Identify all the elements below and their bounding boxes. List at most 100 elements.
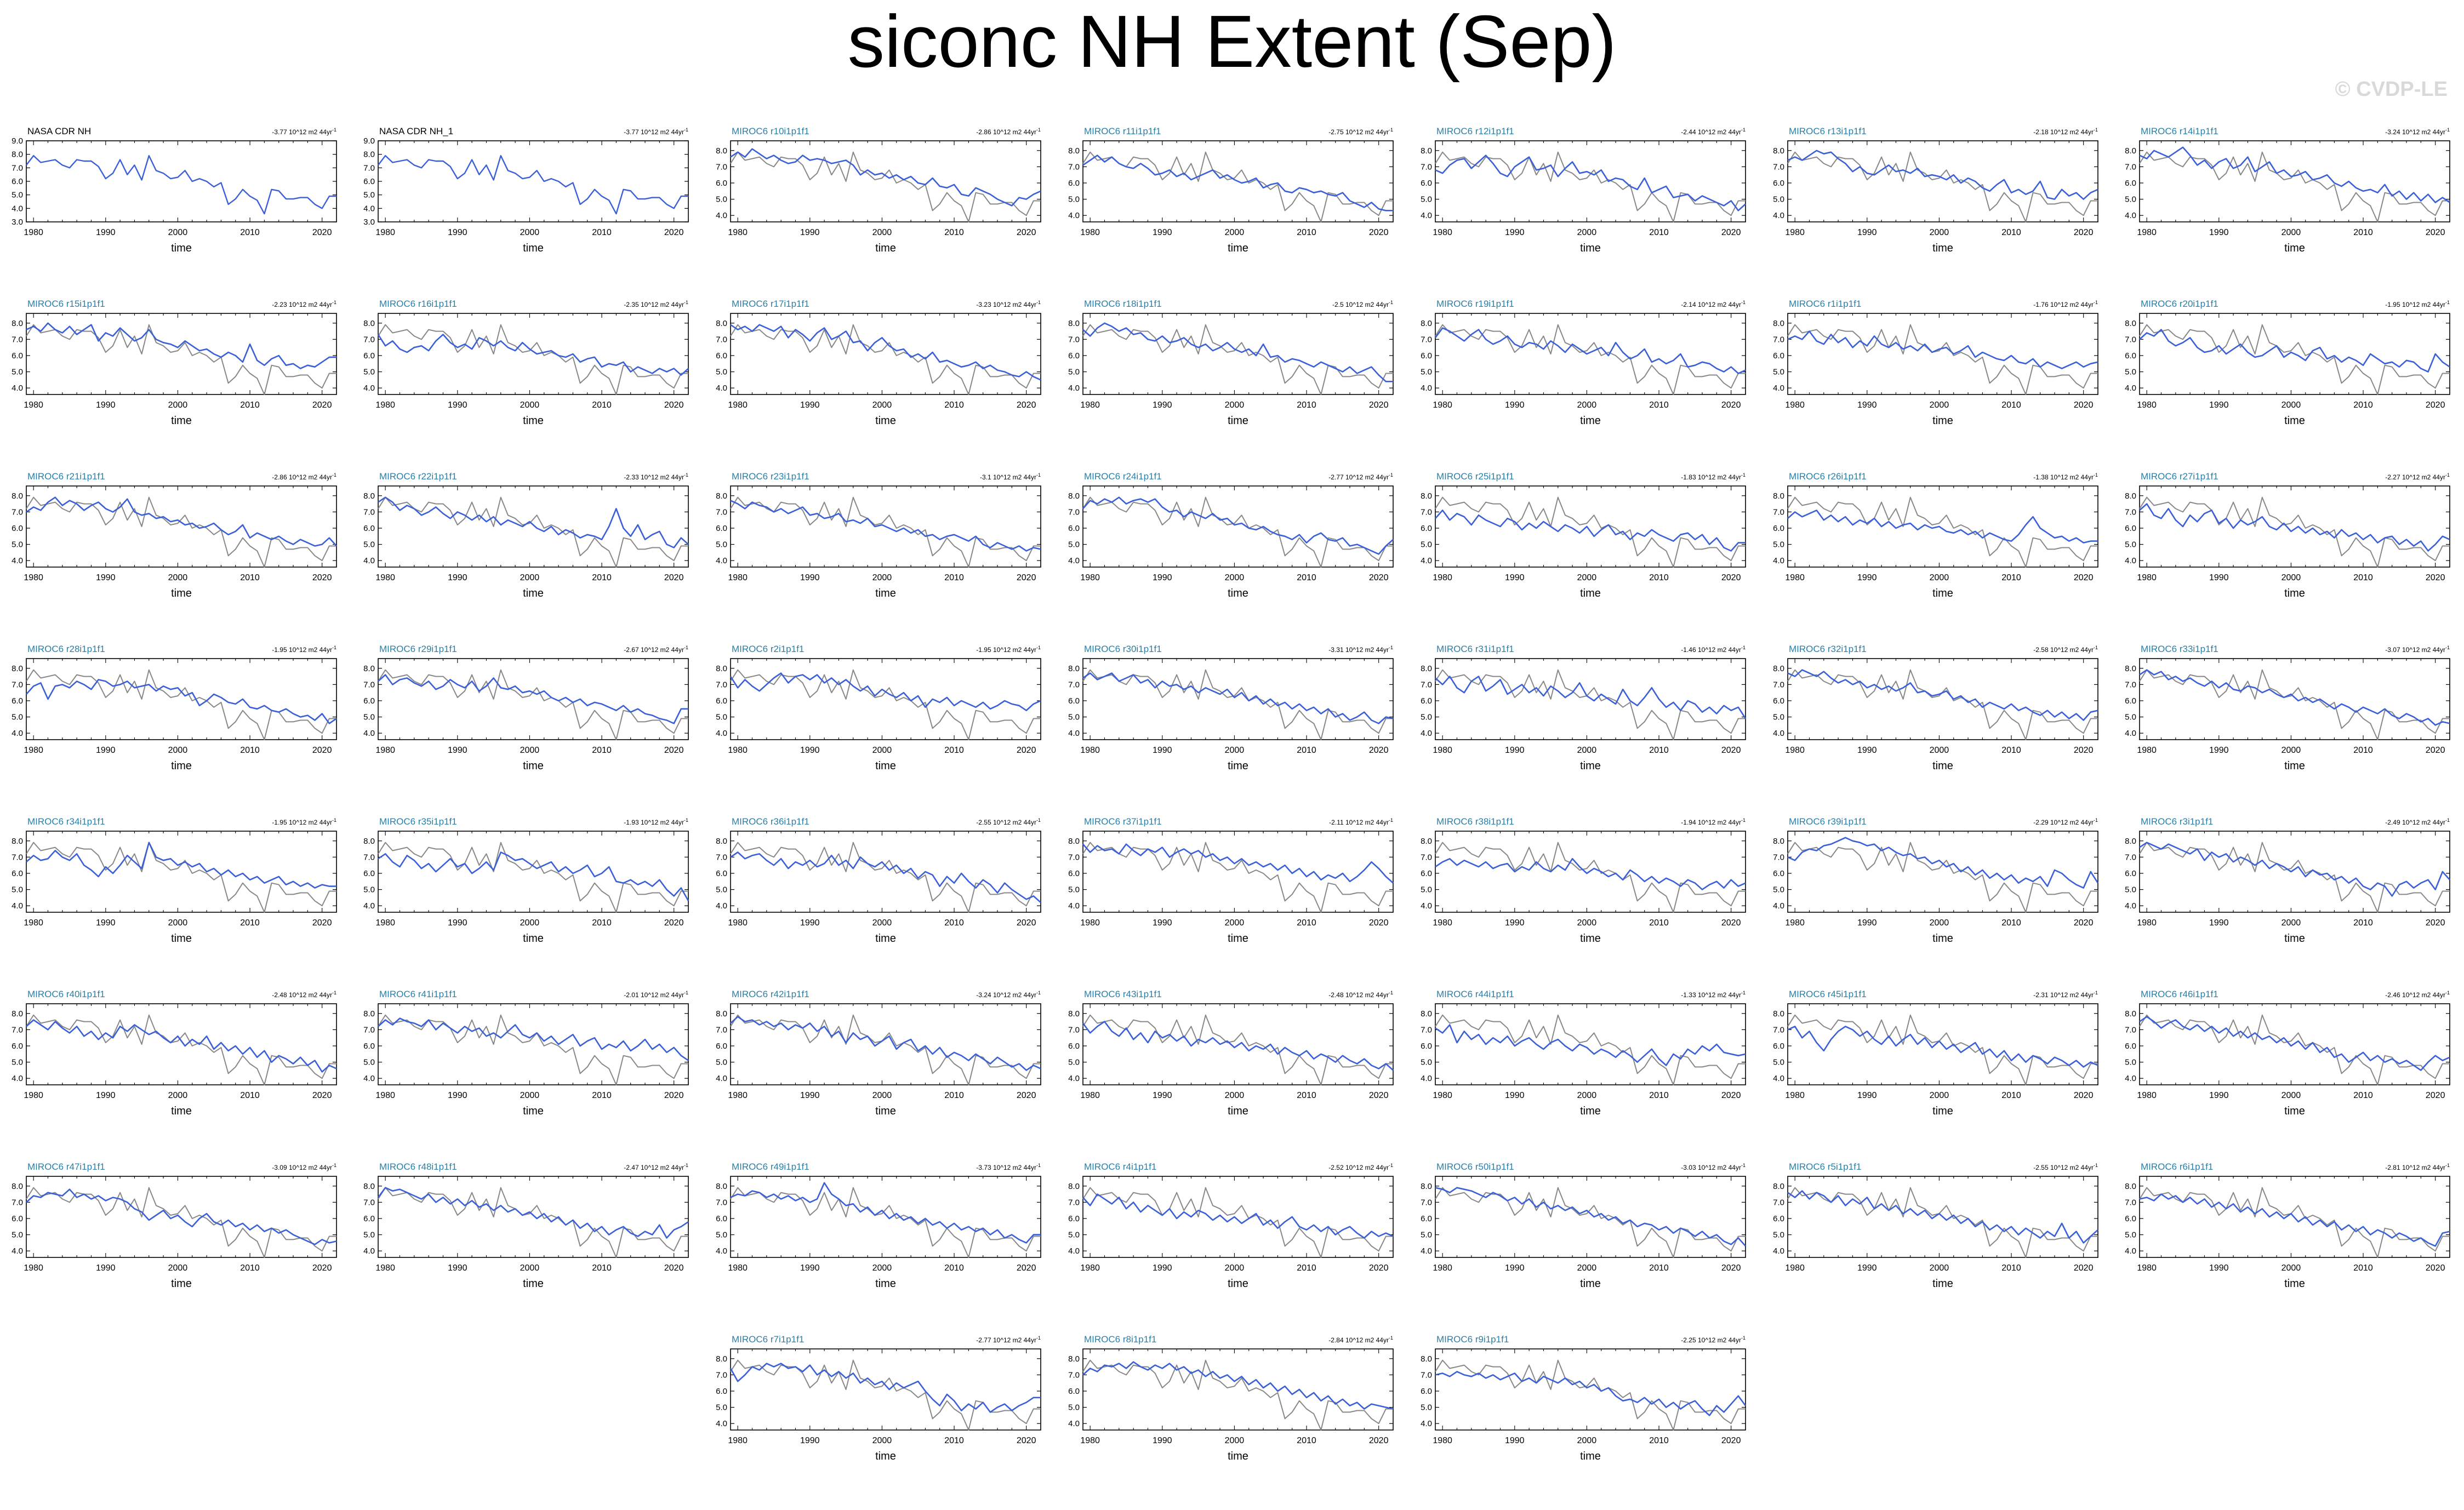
y-tick-label: 8.0 xyxy=(716,1182,727,1191)
y-tick-label: 8.0 xyxy=(2125,491,2136,501)
model-line xyxy=(378,496,689,548)
panel-trend: -3.31 10^12 m2 44yr-1 xyxy=(1328,645,1393,654)
panel: MIROC6 r19i1p1f1 -2.14 10^12 m2 44yr-1 4.0… xyxy=(1421,299,1746,427)
x-tick-label: 1990 xyxy=(96,918,116,928)
panel-title: MIROC6 r33i1p1f1 xyxy=(2141,644,2218,654)
x-axis-label: time xyxy=(2284,415,2305,427)
y-tick-label: 4.0 xyxy=(716,211,727,220)
x-tick-label: 1990 xyxy=(96,401,116,410)
x-tick-label: 2010 xyxy=(1649,228,1669,237)
panel-title: MIROC6 r1i1p1f1 xyxy=(1789,299,1861,309)
x-tick-label: 2020 xyxy=(1369,746,1389,755)
x-tick-label: 1990 xyxy=(448,573,467,582)
x-tick-label: 2000 xyxy=(872,918,892,928)
x-tick-label: 1990 xyxy=(448,918,467,928)
x-tick-label: 1990 xyxy=(1857,746,1877,755)
x-tick-label: 1990 xyxy=(1153,228,1172,237)
y-tick-label: 4.0 xyxy=(1068,211,1080,220)
y-tick-label: 7.0 xyxy=(1421,507,1432,517)
x-tick-label: 2010 xyxy=(1649,1436,1669,1445)
model-line xyxy=(26,679,337,724)
y-tick-label: 4.0 xyxy=(716,901,727,911)
y-tick-label: 8.0 xyxy=(1068,146,1080,156)
y-tick-label: 6.0 xyxy=(1068,351,1080,361)
x-tick-label: 2020 xyxy=(2426,746,2445,755)
x-tick-label: 1980 xyxy=(24,1091,43,1100)
x-axis-label: time xyxy=(1932,760,1953,772)
y-tick-label: 4.0 xyxy=(2125,556,2136,565)
y-tick-label: 6.0 xyxy=(716,179,727,188)
x-tick-label: 2000 xyxy=(1225,401,1245,410)
y-tick-label: 4.0 xyxy=(1421,556,1432,565)
y-tick-label: 5.0 xyxy=(716,713,727,722)
panel-frame xyxy=(1082,313,1394,395)
x-tick-label: 1990 xyxy=(2209,746,2229,755)
x-tick-label: 2020 xyxy=(1721,1436,1741,1445)
panel-trend: -2.55 10^12 m2 44yr-1 xyxy=(976,817,1041,826)
y-tick-label: 5.0 xyxy=(2125,368,2136,377)
panel-frame xyxy=(730,1176,1041,1258)
y-tick-label: 8.0 xyxy=(12,1182,23,1191)
x-axis-label: time xyxy=(171,242,192,254)
panel-trend: -2.52 10^12 m2 44yr-1 xyxy=(1328,1163,1393,1171)
panel: MIROC6 r48i1p1f1 -2.47 10^12 m2 44yr-1 4.0… xyxy=(363,1162,689,1290)
x-tick-label: 1980 xyxy=(2137,401,2157,410)
y-tick-label: 8.0 xyxy=(1421,491,1432,501)
x-tick-label: 2000 xyxy=(1577,573,1597,582)
x-tick-label: 2020 xyxy=(1721,573,1741,582)
model-line xyxy=(730,324,1041,381)
x-tick-label: 1980 xyxy=(24,573,43,582)
y-tick-label: 4.0 xyxy=(2125,1074,2136,1083)
y-tick-label: 4.0 xyxy=(2125,729,2136,738)
y-tick-label: 4.0 xyxy=(1421,1419,1432,1428)
x-tick-label: 1990 xyxy=(1505,1436,1525,1445)
x-tick-label: 1990 xyxy=(1857,228,1877,237)
y-tick-label: 8.0 xyxy=(363,664,375,673)
y-tick-label: 7.0 xyxy=(1068,335,1080,344)
x-tick-label: 2010 xyxy=(2353,228,2373,237)
x-tick-label: 2010 xyxy=(2001,746,2021,755)
x-tick-label: 1980 xyxy=(1785,573,1805,582)
y-tick-label: 6.0 xyxy=(1068,696,1080,706)
panel: MIROC6 r44i1p1f1 -1.33 10^12 m2 44yr-1 4.0… xyxy=(1421,989,1746,1117)
x-tick-label: 2000 xyxy=(1577,401,1597,410)
y-tick-label: 6.0 xyxy=(2125,179,2136,188)
panel-trend: -2.86 10^12 m2 44yr-1 xyxy=(272,472,336,481)
x-tick-label: 1990 xyxy=(1857,573,1877,582)
panel-trend: -2.47 10^12 m2 44yr-1 xyxy=(624,1163,688,1171)
x-tick-label: 1990 xyxy=(800,746,820,755)
panel-frame xyxy=(1082,1348,1394,1431)
y-tick-label: 7.0 xyxy=(12,680,23,689)
x-tick-label: 2020 xyxy=(1369,1436,1389,1445)
observed-line xyxy=(730,842,1041,913)
y-tick-label: 5.0 xyxy=(1421,540,1432,550)
model-line xyxy=(26,1019,337,1073)
panel: MIROC6 r4i1p1f1 -2.52 10^12 m2 44yr-1 4.0 5… xyxy=(1068,1162,1394,1290)
x-tick-label: 2010 xyxy=(1649,1091,1669,1100)
x-tick-label: 2010 xyxy=(944,1436,964,1445)
x-tick-label: 2010 xyxy=(1297,573,1316,582)
observed-line xyxy=(1787,669,2098,740)
y-tick-label: 7.0 xyxy=(1773,1198,1784,1207)
y-tick-label: 8.0 xyxy=(12,491,23,501)
y-tick-label: 8.0 xyxy=(1068,837,1080,846)
y-tick-label: 8.0 xyxy=(1421,319,1432,328)
panel: MIROC6 r37i1p1f1 -2.11 10^12 m2 44yr-1 4.0… xyxy=(1068,816,1394,945)
x-tick-label: 1980 xyxy=(1433,1263,1452,1273)
y-tick-label: 7.0 xyxy=(1068,1025,1080,1034)
panel-title: MIROC6 r10i1p1f1 xyxy=(732,126,809,136)
y-tick-label: 7.0 xyxy=(716,1198,727,1207)
y-tick-label: 6.0 xyxy=(1421,524,1432,533)
x-tick-label: 2010 xyxy=(2001,401,2021,410)
x-tick-label: 2020 xyxy=(1017,1263,1036,1273)
x-tick-label: 1990 xyxy=(2209,1263,2229,1273)
x-tick-label: 2010 xyxy=(592,401,612,410)
x-tick-label: 2000 xyxy=(1930,918,1949,928)
panel-trend: -1.95 10^12 m2 44yr-1 xyxy=(976,645,1041,654)
x-axis-label: time xyxy=(875,1105,896,1117)
panel-frame xyxy=(2139,658,2450,740)
panel-title: MIROC6 r45i1p1f1 xyxy=(1789,989,1867,999)
x-axis-label: time xyxy=(1932,1105,1953,1117)
x-tick-label: 2020 xyxy=(1721,228,1741,237)
x-tick-label: 1990 xyxy=(1153,746,1172,755)
